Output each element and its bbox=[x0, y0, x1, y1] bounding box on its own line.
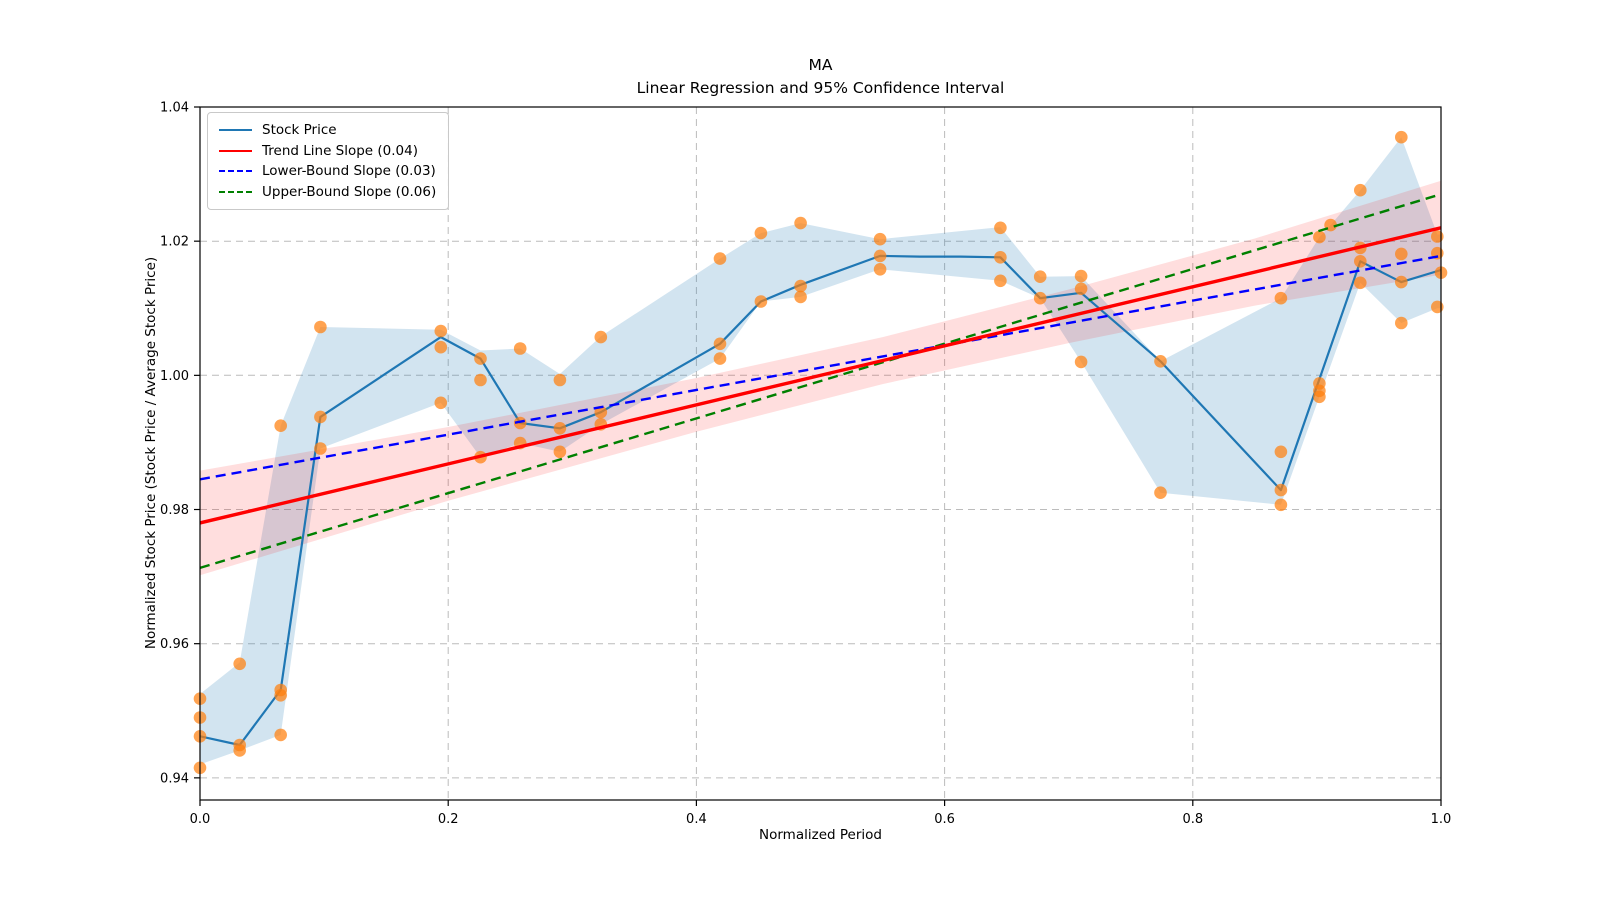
scatter-point bbox=[1154, 486, 1167, 500]
axis-ticks: 0.0 0.2 0.4 0.6 0.8 1.0 0.94 0.96 0.98 1.00 1.02 1.… bbox=[160, 101, 1451, 828]
legend-label: Stock Price bbox=[262, 122, 337, 139]
scatter-point bbox=[873, 263, 887, 276]
legend-item-1: Trend Line Slope (0.04) bbox=[219, 141, 436, 162]
y-tick-label: 1.04 bbox=[160, 101, 189, 116]
axes-spines bbox=[199, 106, 1442, 801]
scatter-point bbox=[1395, 316, 1408, 330]
scatter-point bbox=[594, 405, 608, 419]
scatter-point bbox=[994, 274, 1007, 288]
legend-label: Lower-Bound Slope (0.03) bbox=[262, 163, 436, 180]
scatter-point bbox=[1354, 254, 1367, 268]
scatter-point bbox=[434, 340, 448, 354]
scatter-point bbox=[1431, 230, 1444, 243]
legend: Stock Price Trend Line Slope (0.04) Lower-… bbox=[207, 112, 450, 210]
legend-item-2: Lower-Bound Slope (0.03) bbox=[219, 161, 436, 182]
y-tick-label: 0.98 bbox=[160, 503, 189, 518]
scatter-point bbox=[1395, 247, 1408, 261]
scatter-point bbox=[1033, 270, 1047, 284]
scatter-point bbox=[1313, 230, 1326, 244]
legend-line-sample bbox=[219, 190, 252, 193]
scatter-point bbox=[994, 250, 1007, 264]
scatter-point bbox=[1074, 282, 1088, 296]
scatter-point bbox=[594, 330, 608, 344]
scatter-point bbox=[274, 419, 288, 433]
upper-bound-line bbox=[200, 193, 1441, 570]
x-tick-label: 1.0 bbox=[1431, 812, 1452, 827]
scatter-point bbox=[1274, 291, 1288, 305]
x-tick-label: 0.2 bbox=[438, 812, 459, 827]
trend-lines bbox=[200, 193, 1441, 570]
scatter-point bbox=[513, 342, 527, 355]
scatter-point bbox=[713, 352, 727, 365]
scatter-point bbox=[314, 442, 327, 455]
lower-bound-line bbox=[200, 254, 1441, 481]
scatter-point bbox=[1274, 445, 1288, 459]
scatter-point bbox=[233, 657, 246, 671]
scatter-point bbox=[1395, 275, 1408, 289]
y-tick-label: 1.00 bbox=[160, 369, 189, 384]
x-tick-label: 0.6 bbox=[934, 812, 955, 827]
scatter-point bbox=[434, 324, 448, 338]
x-tick-label: 0.4 bbox=[686, 812, 707, 827]
scatter-point bbox=[754, 295, 768, 308]
scatter-point bbox=[754, 226, 768, 240]
stock-price-band bbox=[200, 137, 1441, 765]
scatter-point bbox=[994, 221, 1007, 235]
legend-label: Trend Line Slope (0.04) bbox=[262, 142, 419, 159]
x-tick-label: 0.8 bbox=[1182, 812, 1203, 827]
confidence-interval-band bbox=[200, 180, 1441, 576]
scatter-point bbox=[553, 445, 567, 459]
scatter-point bbox=[314, 410, 327, 424]
scatter-point bbox=[873, 249, 887, 263]
scatter-point bbox=[1395, 130, 1408, 144]
scatter-point bbox=[1154, 355, 1167, 368]
scatter-point bbox=[794, 216, 807, 230]
scatter-point bbox=[1274, 483, 1288, 497]
scatter-point bbox=[713, 337, 727, 351]
legend-line-sample bbox=[219, 129, 252, 132]
series-layer bbox=[200, 137, 1441, 765]
scatter-point bbox=[1033, 291, 1047, 305]
scatter-point bbox=[474, 373, 487, 387]
scatter-point bbox=[794, 279, 807, 293]
x-tick-label: 0.0 bbox=[190, 812, 211, 827]
scatter-point bbox=[1074, 355, 1088, 369]
y-tick-label: 0.96 bbox=[160, 637, 189, 652]
scatter-point bbox=[553, 373, 567, 387]
scatter-point bbox=[274, 689, 288, 702]
legend-label: Upper-Bound Slope (0.06) bbox=[262, 183, 437, 200]
scatter-point bbox=[873, 232, 887, 246]
chart-subtitle: Linear Regression and 95% Confidence Int… bbox=[636, 79, 1005, 97]
legend-item-0: Stock Price bbox=[219, 120, 436, 141]
y-tick-label: 1.02 bbox=[160, 235, 189, 250]
scatter-point bbox=[794, 290, 807, 304]
scatter-point bbox=[314, 320, 327, 334]
legend-item-3: Upper-Bound Slope (0.06) bbox=[219, 182, 436, 203]
scatter-point bbox=[474, 352, 487, 365]
scatter-point bbox=[1313, 390, 1326, 404]
scatter-point bbox=[553, 422, 567, 435]
scatter-point bbox=[233, 744, 246, 757]
legend-line-sample bbox=[219, 170, 252, 173]
scatter-point bbox=[513, 416, 527, 430]
legend-line-sample bbox=[219, 149, 252, 152]
scatter-point bbox=[1274, 498, 1288, 512]
scatter-point bbox=[713, 252, 727, 265]
y-axis-label: Normalized Stock Price (Stock Price / Av… bbox=[143, 256, 159, 650]
scatter-point bbox=[274, 728, 288, 742]
scatter-point bbox=[1354, 183, 1367, 197]
trend-line bbox=[200, 226, 1441, 525]
scatter-point bbox=[1074, 269, 1088, 283]
y-tick-label: 0.94 bbox=[160, 771, 189, 786]
scatter-point bbox=[1431, 300, 1444, 314]
scatter-point bbox=[434, 396, 448, 410]
x-axis-label: Normalized Period bbox=[759, 827, 882, 843]
scatter-point bbox=[1354, 276, 1367, 290]
chart-title: MA bbox=[808, 56, 833, 74]
